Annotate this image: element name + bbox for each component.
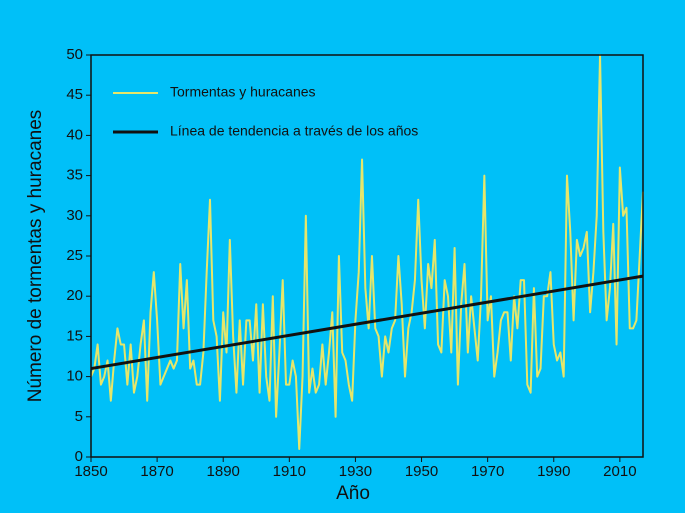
y-tick-label: 50	[66, 46, 83, 63]
y-tick-label: 10	[66, 368, 83, 385]
series-line	[90, 54, 644, 450]
x-tick-label: 1930	[339, 463, 372, 480]
x-tick-label: 1850	[74, 463, 107, 480]
x-axis-label: Año	[336, 483, 370, 504]
y-tick-label: 5	[75, 408, 83, 425]
y-tick-label: 30	[66, 207, 83, 224]
legend-label: Tormentas y huracanes	[170, 84, 316, 100]
x-tick-label: 1910	[273, 463, 306, 480]
y-tick-label: 0	[75, 448, 83, 465]
x-tick-label: 1970	[471, 463, 504, 480]
plot-frame	[90, 54, 644, 458]
x-tick-label: 1950	[405, 463, 438, 480]
y-tick-label: 45	[66, 86, 83, 103]
x-tick-label: 2010	[603, 463, 636, 480]
legend-label: Línea de tendencia a través de los años	[170, 123, 418, 139]
x-tick-label: 1890	[207, 463, 240, 480]
y-tick-label: 35	[66, 167, 83, 184]
x-tick-label: 1870	[140, 463, 173, 480]
y-tick-label: 20	[66, 287, 83, 304]
y-tick-label: 40	[66, 126, 83, 143]
series-line	[90, 274, 644, 371]
y-axis-label: Número de tormentas y huracanes	[25, 110, 46, 403]
y-tick-label: 25	[66, 247, 83, 264]
x-tick-label: 1990	[537, 463, 570, 480]
y-tick-label: 15	[66, 327, 83, 344]
